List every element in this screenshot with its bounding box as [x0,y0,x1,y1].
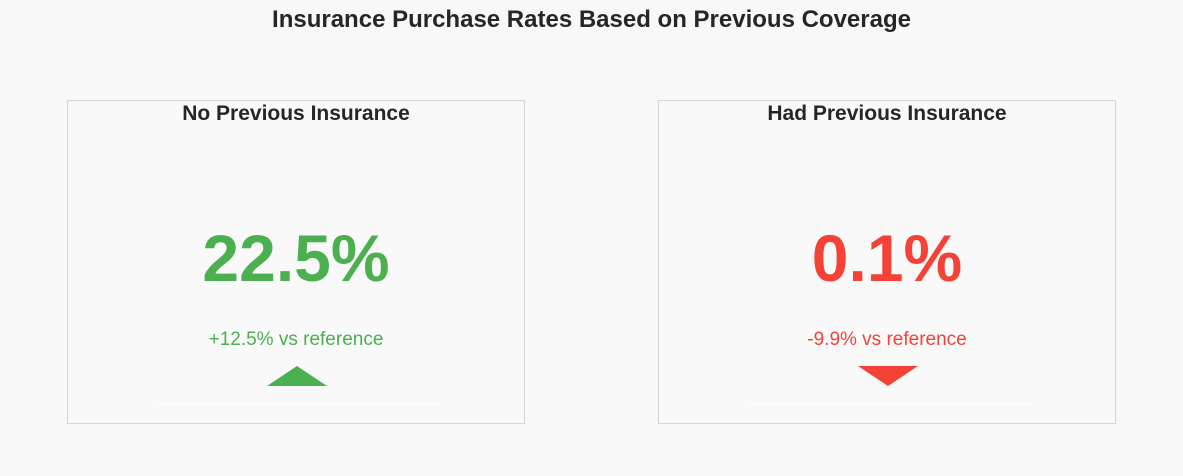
kpi-panel-no-previous-insurance: No Previous Insurance 22.5% +12.5% vs re… [67,100,525,424]
trend-down-arrow-icon [858,366,918,386]
arrow-shape [858,366,918,386]
kpi-value: 22.5% [202,221,390,295]
trend-up-arrow-icon [267,366,327,386]
kpi-value: 0.1% [811,221,963,295]
arrow-shape [267,366,327,386]
panel-title: Had Previous Insurance [767,102,1007,125]
kpi-panel-had-previous-insurance: Had Previous Insurance 0.1% -9.9% vs ref… [658,100,1116,424]
panel-title: No Previous Insurance [182,102,410,125]
panel-baseline [156,404,440,405]
chart-title: Insurance Purchase Rates Based on Previo… [272,6,911,33]
panel-baseline [747,404,1031,405]
kpi-delta: -9.9% vs reference [807,329,967,350]
kpi-delta: +12.5% vs reference [208,329,384,350]
